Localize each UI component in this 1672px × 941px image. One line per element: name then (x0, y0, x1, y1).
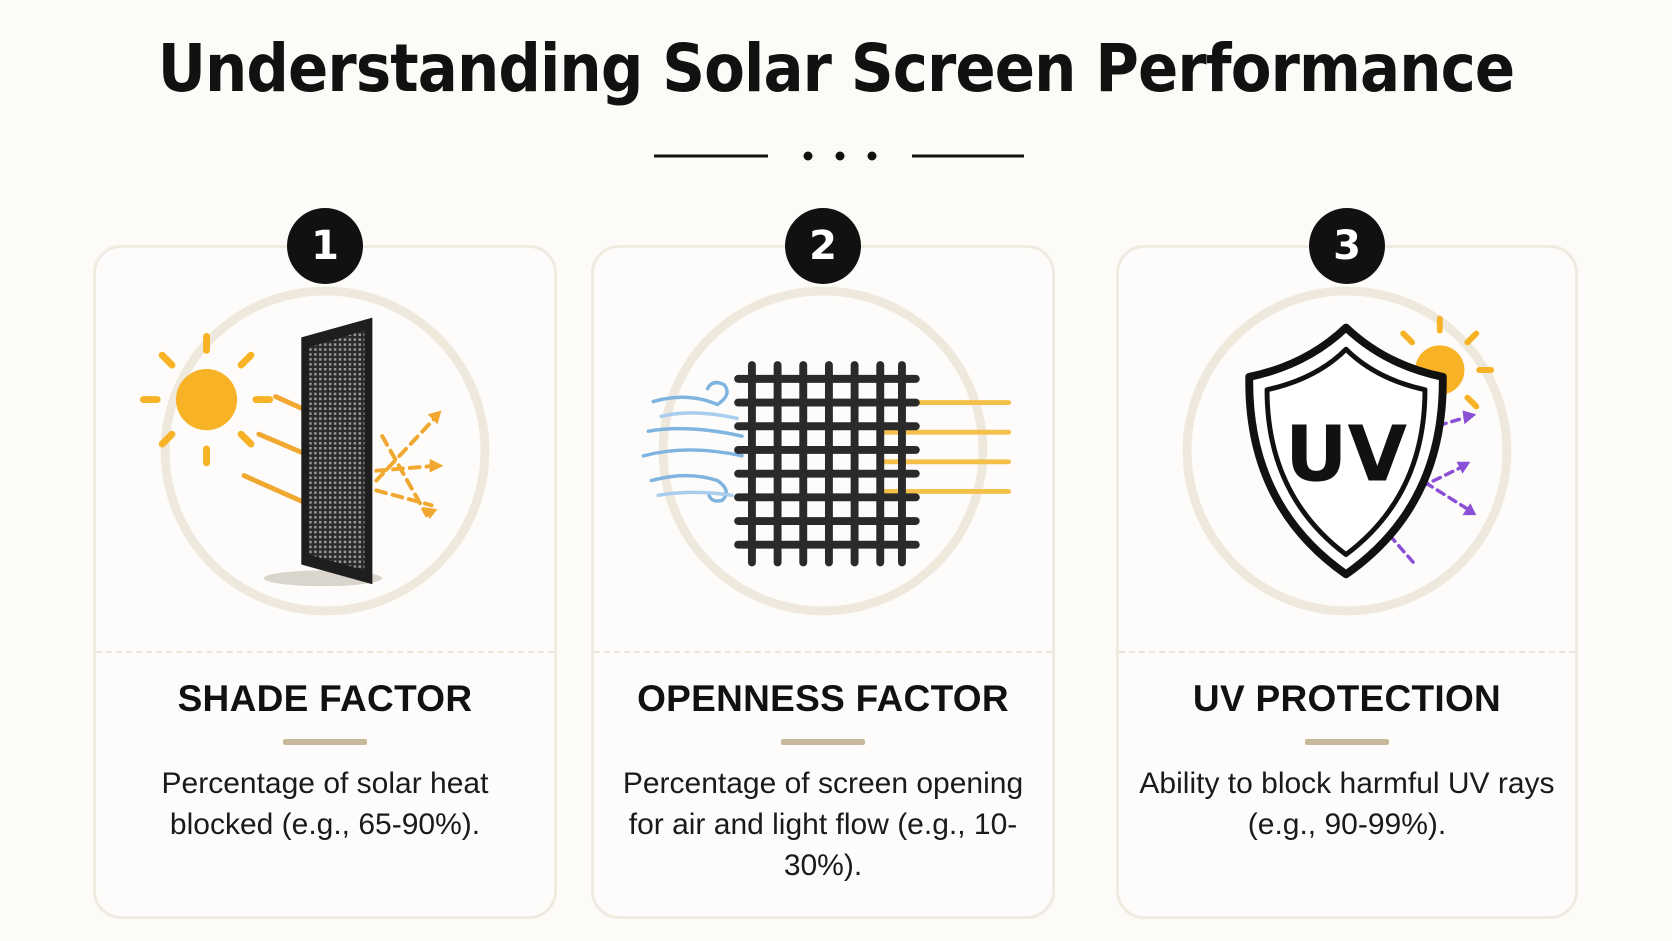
card-openness-factor: 2 (591, 208, 1055, 919)
title-underline (1305, 739, 1389, 745)
card-uv-protection: 3 (1116, 208, 1578, 919)
step-badge-2: 2 (785, 208, 861, 284)
card-description: Ability to block harmful UV rays (e.g., … (1139, 767, 1555, 841)
card-separator (594, 651, 1052, 653)
card-title: OPENNESS FACTOR (637, 678, 1009, 719)
step-badge-3: 3 (1309, 208, 1385, 284)
card-separator (96, 651, 554, 653)
step-badge-1: 1 (287, 208, 363, 284)
shield-uv-text: UV (1285, 411, 1407, 500)
mesh-airflow-icon (594, 276, 1052, 616)
uv-shield-icon: UV (1119, 276, 1575, 616)
card-title: SHADE FACTOR (177, 678, 473, 719)
title-underline (283, 739, 367, 745)
title-underline (781, 739, 865, 745)
card-description: Percentage of solar heat blocked (e.g., … (161, 767, 489, 841)
title-divider (654, 151, 1024, 161)
sun-and-screen-icon (96, 276, 554, 616)
page-title: Understanding Solar Screen Performance (157, 30, 1515, 107)
card-separator (1119, 651, 1575, 653)
card-shade-factor: 1 (93, 208, 557, 919)
card-description: Percentage of screen opening for air and… (622, 767, 1024, 882)
card-title: UV PROTECTION (1192, 678, 1502, 719)
